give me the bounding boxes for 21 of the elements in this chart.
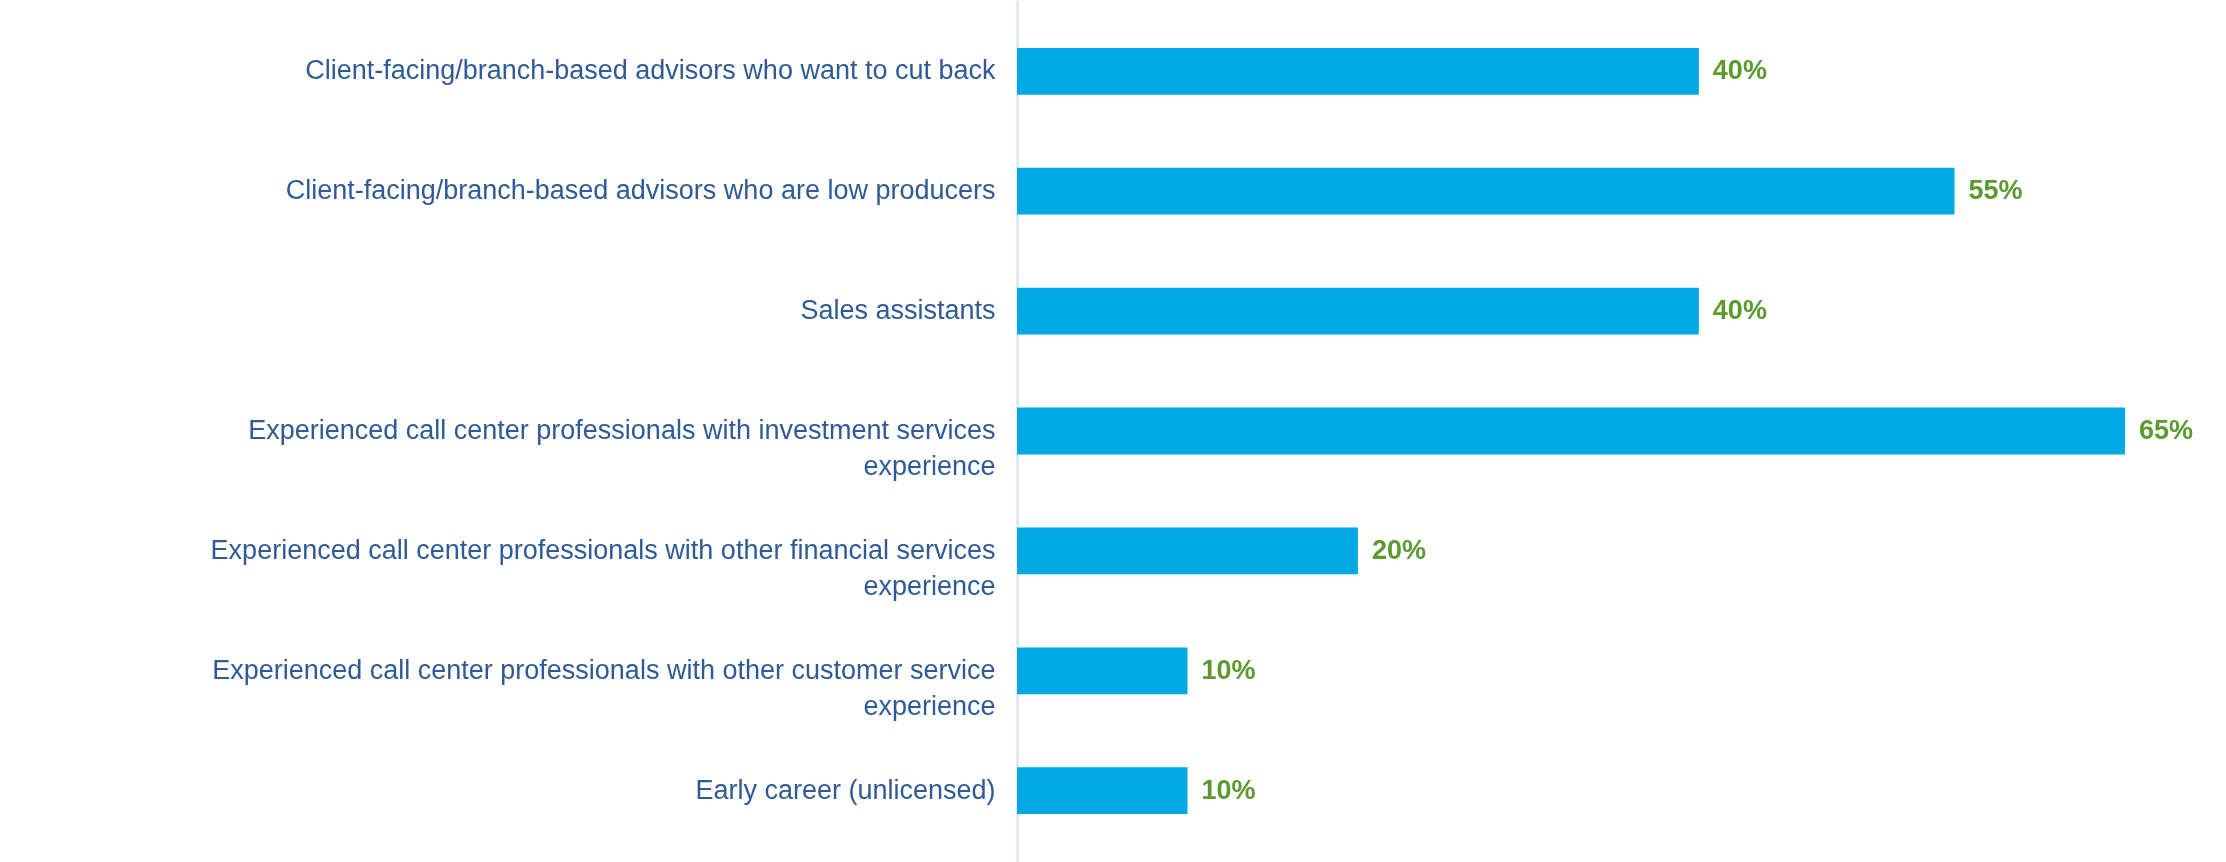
bar bbox=[1017, 407, 2125, 455]
y-tick-label: Client-facing/branch-based advisors who want to cut back bbox=[305, 55, 996, 86]
y-tick-label: Experienced call center professionals with other customer service experience bbox=[212, 654, 996, 721]
bar bbox=[1017, 647, 1188, 695]
data-label: 10% bbox=[1201, 654, 1256, 685]
y-tick-label: Experienced call center professionals with investment services experience bbox=[248, 415, 996, 481]
bar bbox=[1017, 167, 1955, 215]
y-tick-label: Early career (unlicensed) bbox=[695, 774, 996, 805]
bar bbox=[1017, 287, 1699, 335]
data-label: 40% bbox=[1712, 295, 1767, 326]
y-tick-label: Sales assistants bbox=[800, 295, 996, 326]
bar bbox=[1017, 527, 1358, 575]
data-label: 40% bbox=[1712, 55, 1767, 86]
y-tick-label: Experienced call center professionals with other financial services experience bbox=[210, 534, 996, 601]
y-tick-label: Client-facing/branch-based advisors who are low producers bbox=[285, 175, 996, 206]
data-label: 10% bbox=[1201, 774, 1256, 805]
bar bbox=[1017, 47, 1699, 95]
data-label: 55% bbox=[1968, 175, 2023, 206]
data-label: 65% bbox=[2139, 415, 2194, 445]
data-label: 20% bbox=[1371, 534, 1426, 565]
bar bbox=[1017, 767, 1188, 815]
